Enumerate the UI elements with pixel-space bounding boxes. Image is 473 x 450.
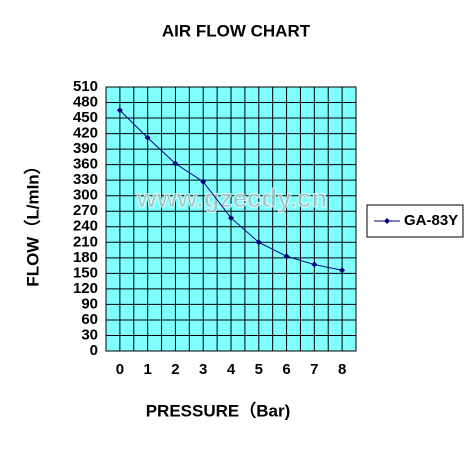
x-tick-label: 3 <box>199 361 207 378</box>
x-tick-label: 8 <box>338 361 346 378</box>
y-tick-label: 360 <box>73 156 98 173</box>
y-tick-label: 90 <box>81 295 98 312</box>
y-tick-label: 300 <box>73 187 98 204</box>
y-tick-label: 510 <box>73 78 98 95</box>
data-point <box>339 267 346 274</box>
data-point <box>255 239 262 246</box>
y-tick-label: 450 <box>73 109 98 126</box>
y-tick-label: 390 <box>73 140 98 157</box>
data-point <box>228 214 234 221</box>
y-tick-label: 240 <box>73 218 98 235</box>
x-tick-label: 2 <box>171 361 179 378</box>
y-tick-label: 480 <box>73 93 98 110</box>
y-tick-label: 30 <box>81 326 98 343</box>
watermark: www.gzecdy.cn <box>136 183 328 213</box>
y-tick-label: 330 <box>73 171 98 188</box>
y-tick-label: 270 <box>73 202 98 219</box>
data-point <box>283 253 290 260</box>
y-axis-label: FLOW（L/mIn） <box>22 157 42 286</box>
x-tick-label: 0 <box>116 361 124 378</box>
x-tick-label: 7 <box>310 361 318 378</box>
data-point <box>311 261 318 268</box>
chart-title: AIR FLOW CHART <box>162 21 311 40</box>
y-tick-label: 210 <box>73 233 98 250</box>
y-tick-label: 0 <box>90 342 98 359</box>
y-tick-label: 60 <box>81 311 98 328</box>
x-tick-label: 6 <box>282 361 290 378</box>
y-tick-label: 120 <box>73 280 98 297</box>
legend-marker <box>384 218 390 224</box>
y-tick-label: 180 <box>73 249 98 266</box>
data-point <box>144 134 151 141</box>
y-tick-label: 150 <box>73 264 98 281</box>
y-tick-label: 420 <box>73 125 98 142</box>
x-tick-label: 5 <box>255 361 263 378</box>
x-tick-label: 1 <box>143 361 151 378</box>
x-tick-label: 4 <box>227 361 236 378</box>
data-point <box>172 160 179 167</box>
data-point <box>116 107 123 114</box>
x-axis-label: PRESSURE（Bar) <box>146 400 291 420</box>
legend-label: GA-83Y <box>404 212 458 229</box>
data-point <box>200 178 207 185</box>
